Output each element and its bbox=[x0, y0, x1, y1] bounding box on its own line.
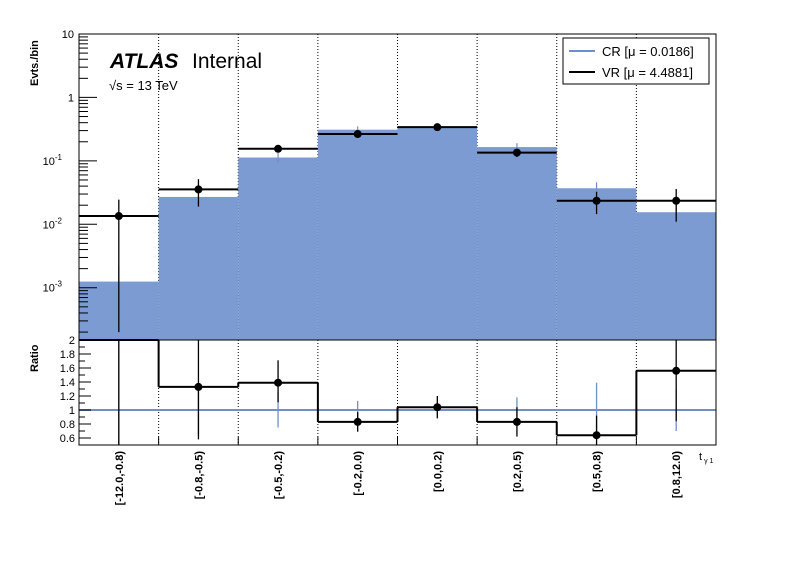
status-label: Internal bbox=[192, 50, 262, 73]
ratio-vr-series bbox=[79, 339, 716, 445]
top-y-tick-label: 10-2 bbox=[43, 216, 63, 231]
x-category-label: [0.5,0.8) bbox=[592, 451, 604, 492]
top-y-tick-label: 10-1 bbox=[43, 153, 63, 168]
energy-label: √s = 13 TeV bbox=[109, 78, 178, 93]
x-category-label: [0.2,0.5) bbox=[512, 451, 524, 492]
category-labels: [-12.0,-0.8) [-0.8,-0.5) [-0.5,-0.2) [-0.2,… bbox=[114, 451, 683, 506]
ratio-y-tick-label: 0.6 bbox=[60, 433, 75, 445]
ratio-vr-point bbox=[274, 378, 283, 387]
legend: CR [μ = 0.0186] VR [μ = 4.4881] bbox=[562, 37, 710, 85]
ratio-vr-point bbox=[194, 382, 203, 391]
x-axis-title-sub: γ 1 bbox=[704, 458, 713, 465]
ratio-y-tick-label: 1.8 bbox=[60, 349, 75, 361]
top-y-tick-exponent: -2 bbox=[55, 216, 63, 225]
x-category-label: [0.0,0.2) bbox=[432, 451, 444, 492]
ratio-y-tick-label: 2 bbox=[69, 335, 75, 347]
vr-point bbox=[512, 148, 521, 157]
ratio-y-tick-label: 1.6 bbox=[60, 363, 75, 375]
x-category-label: [0.8,12.0) bbox=[671, 451, 683, 498]
vr-point bbox=[353, 130, 362, 139]
cr-bar bbox=[477, 147, 557, 340]
x-category-label: [-0.2,0.0) bbox=[353, 451, 365, 496]
top-y-tick-exponent: -3 bbox=[55, 280, 63, 289]
experiment-label: ATLAS bbox=[109, 50, 178, 73]
ratio-vr-point bbox=[512, 417, 521, 426]
top-y-tick-exponent: -1 bbox=[55, 153, 63, 162]
ratio-panel-grid bbox=[79, 340, 716, 445]
top-y-tick-label: 1 bbox=[68, 92, 74, 104]
cr-bar bbox=[397, 127, 478, 340]
legend-cr-label: CR [μ = 0.0186] bbox=[602, 44, 694, 59]
cr-bar bbox=[317, 129, 398, 340]
vr-series bbox=[79, 123, 716, 333]
legend-box bbox=[562, 37, 710, 85]
ratio-vr-point bbox=[672, 366, 681, 375]
ratio-y-tick-label: 1 bbox=[69, 405, 75, 417]
vr-point bbox=[433, 123, 442, 132]
top-y-axis-title: Evts./bin bbox=[29, 40, 41, 86]
top-y-tick-label: 10 bbox=[62, 29, 74, 41]
vr-point bbox=[672, 196, 681, 205]
vr-point bbox=[194, 185, 203, 194]
cr-bar bbox=[238, 157, 318, 340]
x-category-label: [-0.5,-0.2) bbox=[273, 451, 285, 500]
legend-vr-label: VR [μ = 4.4881] bbox=[602, 65, 693, 80]
ratio-vr-point bbox=[353, 417, 362, 426]
ratio-y-tick-label: 0.8 bbox=[60, 419, 75, 431]
ratio-vr-point bbox=[592, 431, 601, 440]
ratio-y-axis-title: Ratio bbox=[29, 344, 41, 372]
cr-bar bbox=[158, 196, 239, 340]
vr-point bbox=[274, 144, 283, 153]
ratio-y-tick-label: 1.2 bbox=[60, 391, 75, 403]
x-category-label: [-0.8,-0.5) bbox=[193, 451, 205, 500]
vr-point bbox=[592, 196, 601, 205]
cr-histogram bbox=[79, 124, 716, 340]
x-category-label: [-12.0,-0.8) bbox=[114, 451, 126, 506]
x-axis-title-main: t bbox=[699, 451, 702, 463]
ratio-vr-point bbox=[433, 403, 442, 412]
ratio-panel-axes: 0.6 0.8 1 1.2 1.4 1.6 1.8 2 bbox=[60, 335, 717, 446]
top-y-tick-label: 10-3 bbox=[43, 280, 63, 295]
vr-point bbox=[114, 212, 123, 221]
ratio-y-tick-label: 1.4 bbox=[60, 377, 75, 389]
cr-bar bbox=[636, 212, 716, 340]
